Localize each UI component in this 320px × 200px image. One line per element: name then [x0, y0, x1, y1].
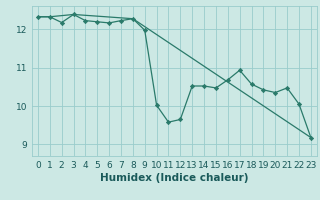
X-axis label: Humidex (Indice chaleur): Humidex (Indice chaleur) [100, 173, 249, 183]
